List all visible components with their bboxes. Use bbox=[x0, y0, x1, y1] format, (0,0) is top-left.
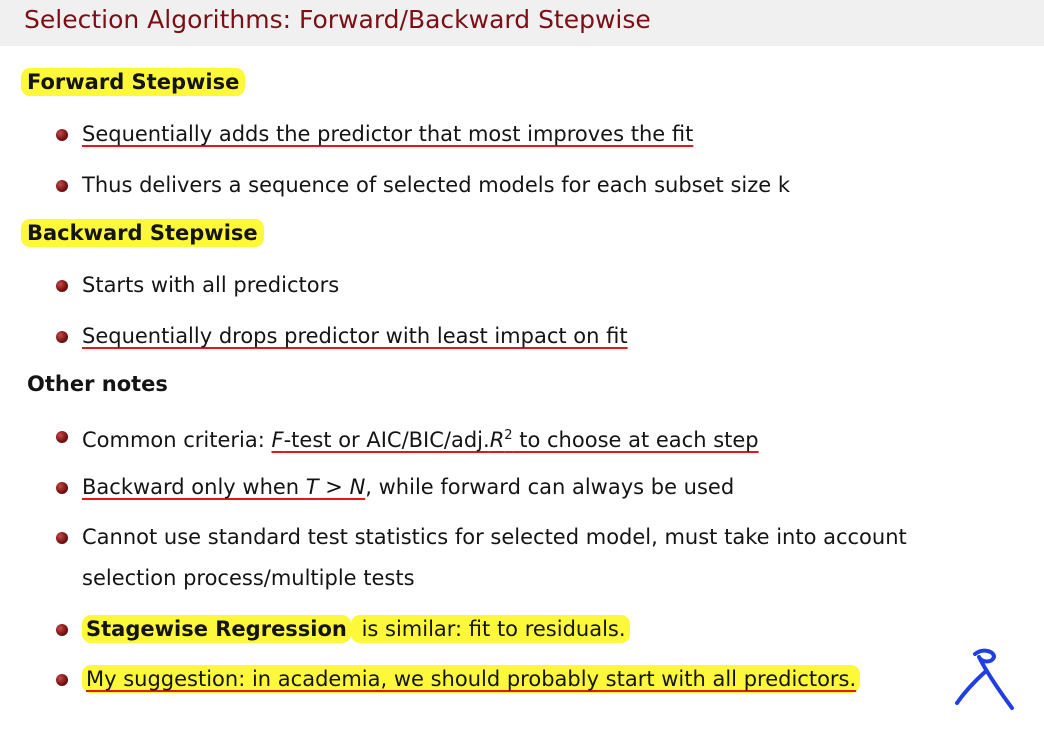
bullet-icon bbox=[56, 674, 68, 686]
stagewise-bold: Stagewise Regression bbox=[82, 615, 351, 643]
bullet-icon bbox=[56, 180, 68, 192]
heading-text: Other notes bbox=[27, 372, 168, 396]
cannot-line2: selection process/multiple tests bbox=[82, 566, 415, 590]
bullet-icon bbox=[56, 624, 68, 636]
list-item-criteria: Common criteria: F-test or AIC/BIC/adj.R… bbox=[82, 415, 759, 461]
cannot-line1: Cannot use standard test statistics for … bbox=[82, 525, 907, 549]
item-text: Sequentially adds the predictor that mos… bbox=[82, 122, 694, 146]
backward-when-n: N bbox=[349, 475, 366, 499]
bullet-icon bbox=[56, 280, 68, 292]
slide-title: Selection Algorithms: Forward/Backward S… bbox=[24, 5, 651, 34]
bullet-icon bbox=[56, 129, 68, 141]
handwritten-annotation-mark bbox=[955, 648, 1014, 710]
backward-when-tail: , while forward can always be used bbox=[365, 475, 735, 499]
bullet-icon bbox=[56, 482, 68, 494]
bullet-icon bbox=[56, 331, 68, 343]
item-text: Sequentially drops predictor with least … bbox=[82, 324, 628, 348]
bullet-icon bbox=[56, 532, 68, 544]
stagewise-rest: is similar: fit to residuals. bbox=[350, 615, 630, 643]
title-bar: Selection Algorithms: Forward/Backward S… bbox=[0, 0, 1044, 46]
heading-highlight: Forward Stepwise bbox=[21, 68, 246, 96]
item-text: Starts with all predictors bbox=[82, 273, 340, 297]
list-item: Sequentially adds the predictor that mos… bbox=[82, 113, 693, 155]
list-item-stagewise: Stagewise Regression is similar: fit to … bbox=[82, 608, 630, 650]
list-item-cannot: Cannot use standard test statistics for … bbox=[82, 516, 907, 599]
list-item: Sequentially drops predictor with least … bbox=[82, 315, 628, 357]
criteria-r: R bbox=[489, 428, 505, 452]
criteria-f: F bbox=[271, 428, 284, 452]
criteria-mid: -test or AIC/BIC/adj. bbox=[283, 428, 490, 452]
backward-when-lead: Backward only when bbox=[82, 475, 306, 499]
list-item: Thus delivers a sequence of selected mod… bbox=[82, 164, 790, 206]
list-item: Starts with all predictors bbox=[82, 264, 339, 306]
suggestion-text: My suggestion: in academia, we should pr… bbox=[82, 665, 861, 693]
criteria-tail: to choose at each step bbox=[512, 428, 759, 452]
item-text: Thus delivers a sequence of selected mod… bbox=[82, 173, 791, 197]
list-item-backward-when: Backward only when T > N, while forward … bbox=[82, 466, 734, 508]
bullet-icon bbox=[56, 431, 68, 443]
backward-when-t: T bbox=[305, 475, 319, 499]
section-heading-backward: Backward Stepwise bbox=[21, 219, 264, 247]
list-item-suggestion: My suggestion: in academia, we should pr… bbox=[82, 658, 861, 700]
heading-highlight: Backward Stepwise bbox=[21, 219, 264, 247]
backward-when-gt: > bbox=[318, 475, 350, 499]
criteria-sup: 2 bbox=[504, 428, 513, 443]
criteria-lead: Common criteria: bbox=[82, 428, 272, 452]
section-heading-forward: Forward Stepwise bbox=[21, 68, 246, 96]
section-heading-other: Other notes bbox=[27, 372, 168, 396]
